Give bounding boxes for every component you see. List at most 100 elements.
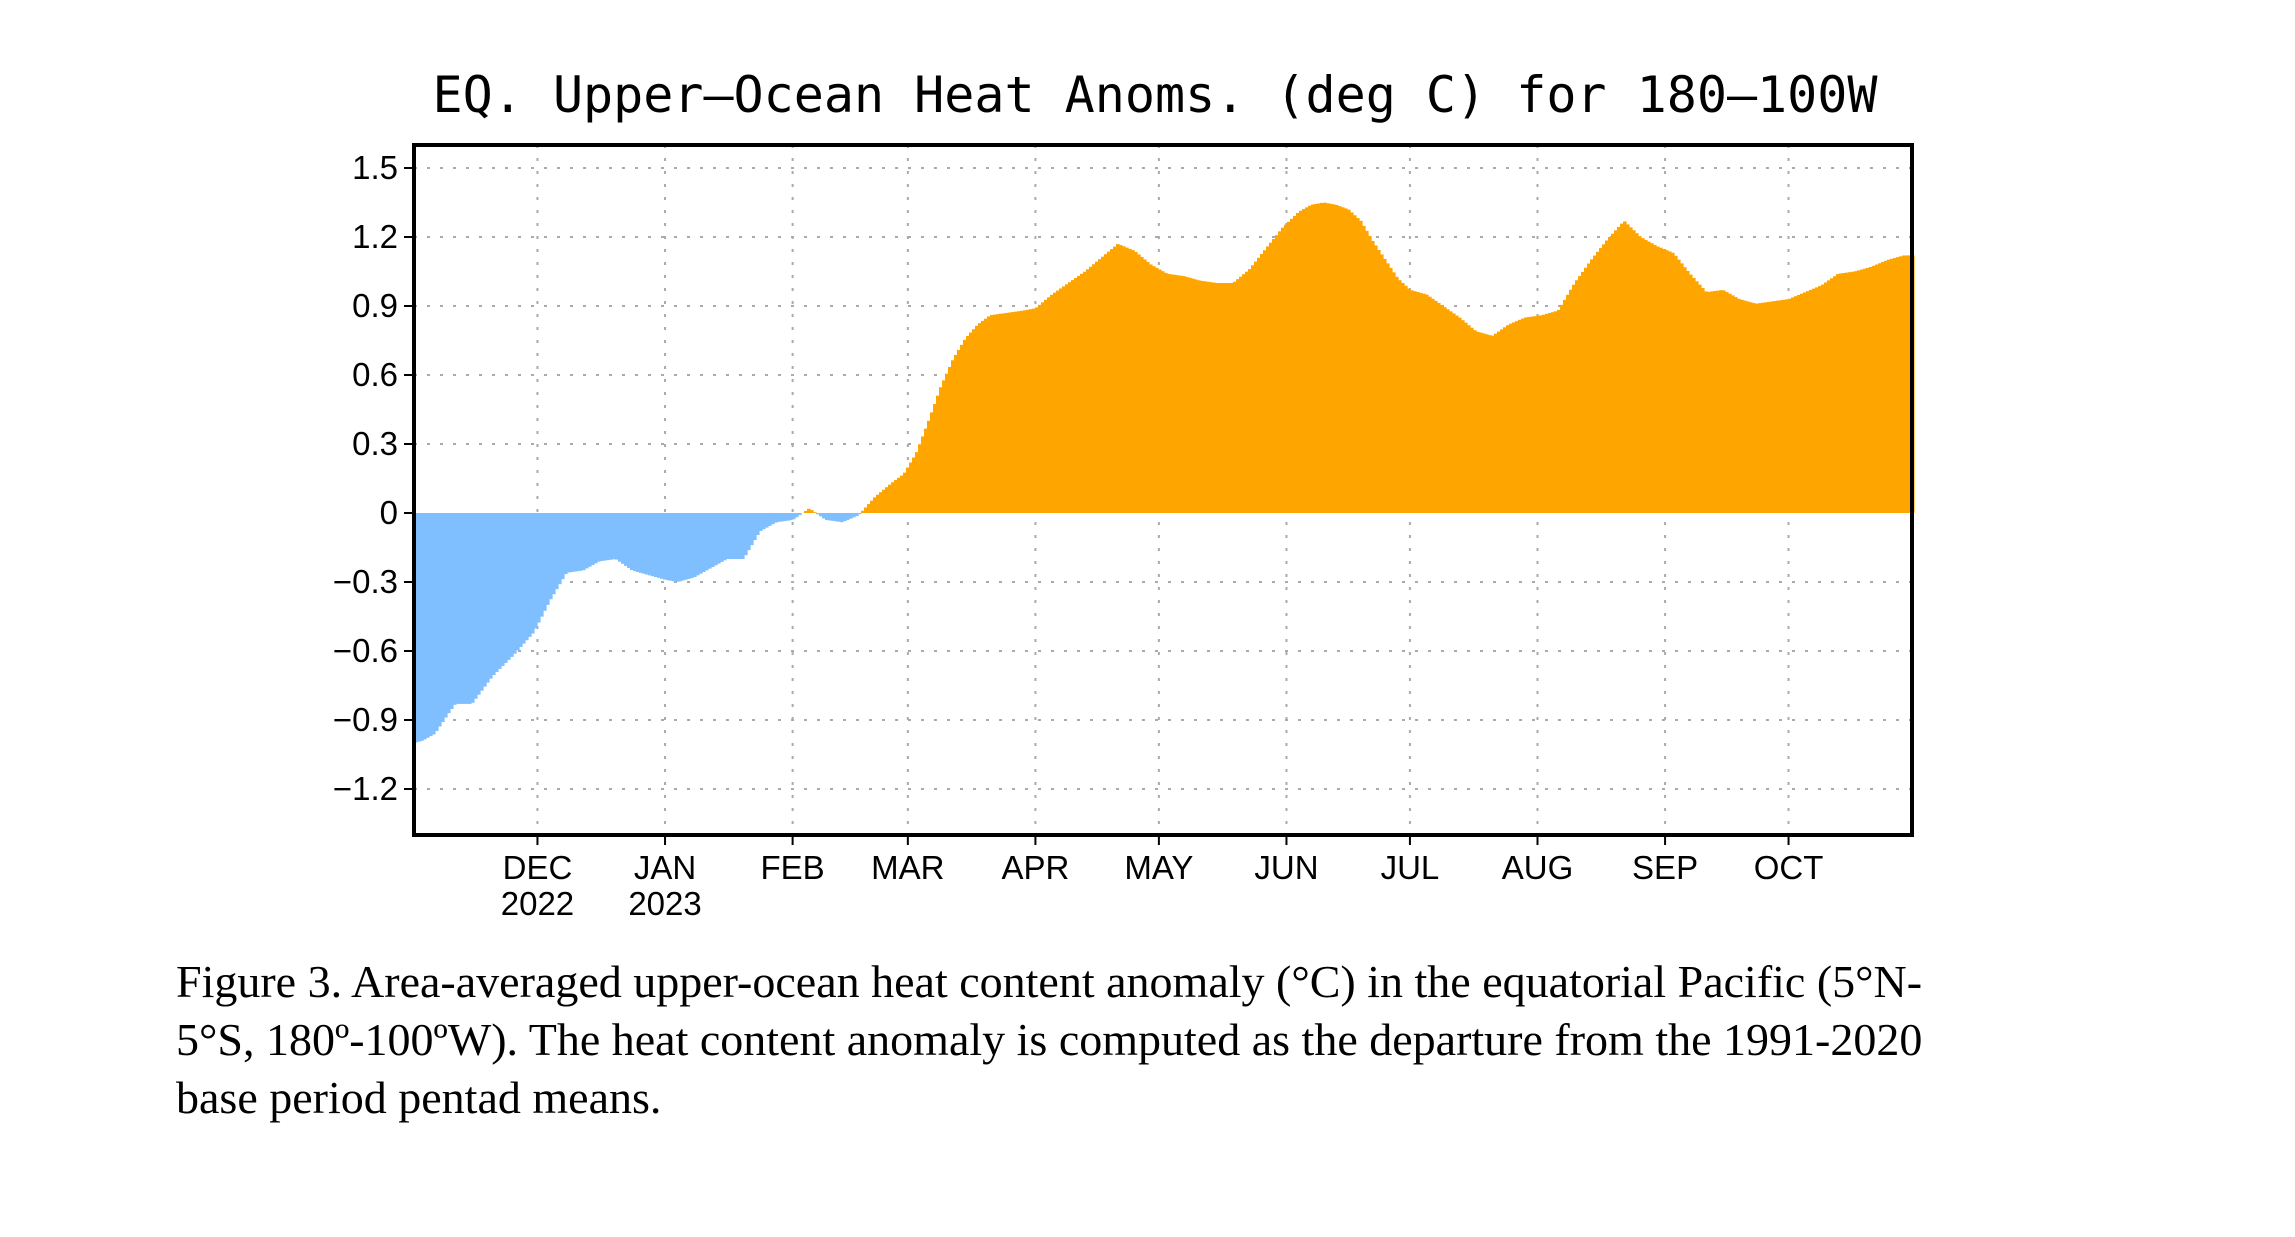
negative-anomaly-bar (723, 513, 727, 561)
positive-anomaly-bar (1857, 270, 1861, 513)
negative-anomaly-bar (738, 513, 742, 559)
positive-anomaly-bar (1650, 243, 1654, 513)
positive-anomaly-bar (885, 487, 889, 513)
positive-anomaly-bar (1053, 292, 1057, 513)
negative-anomaly-bar (720, 513, 724, 562)
positive-anomaly-bar (1197, 280, 1201, 513)
negative-anomaly-bar (576, 513, 580, 572)
positive-anomaly-bar (1581, 271, 1585, 513)
positive-anomaly-bar (1191, 278, 1195, 513)
negative-anomaly-bar (423, 513, 427, 740)
positive-anomaly-bar (1095, 261, 1099, 513)
positive-anomaly-bar (1470, 327, 1474, 513)
positive-anomaly-bar (1395, 276, 1399, 513)
negative-anomaly-bar (645, 513, 649, 575)
positive-anomaly-bar (918, 444, 922, 513)
negative-anomaly-bar (759, 513, 763, 531)
negative-anomaly-bar (435, 513, 439, 731)
positive-anomaly-bar (1326, 203, 1330, 513)
positive-anomaly-bar (1626, 224, 1630, 513)
positive-anomaly-bar (1023, 310, 1027, 513)
negative-anomaly-bar (570, 513, 574, 573)
positive-anomaly-bar (1869, 266, 1873, 513)
x-tick-label: AUG (1502, 849, 1574, 886)
positive-anomaly-bar (1485, 334, 1489, 513)
positive-anomaly-bar (933, 404, 937, 513)
positive-anomaly-bar (1833, 276, 1837, 513)
negative-anomaly-bar (648, 513, 652, 576)
positive-anomaly-bar (1182, 276, 1186, 513)
positive-anomaly-bar (1299, 210, 1303, 513)
negative-anomaly-bar (693, 513, 697, 578)
positive-anomaly-bar (1380, 254, 1384, 513)
negative-anomaly-bar (669, 513, 673, 581)
negative-anomaly-bar (486, 513, 490, 683)
positive-anomaly-bar (924, 428, 928, 513)
negative-anomaly-bar (753, 513, 757, 541)
negative-anomaly-bar (678, 513, 682, 582)
positive-anomaly-bar (1260, 254, 1264, 513)
positive-anomaly-bar (1896, 257, 1900, 513)
positive-anomaly-bar (1014, 311, 1018, 513)
positive-anomaly-bar (1008, 312, 1012, 513)
positive-anomaly-bar (1434, 300, 1438, 513)
negative-anomaly-bar (681, 513, 685, 581)
positive-anomaly-bar (1671, 252, 1675, 513)
positive-anomaly-bar (1416, 292, 1420, 513)
negative-anomaly-bar (579, 513, 583, 571)
heat-anomaly-chart: EQ. Upper–Ocean Heat Anoms. (deg C) for … (333, 66, 1915, 922)
positive-anomaly-bar (1677, 259, 1681, 513)
negative-anomaly-bar (489, 513, 493, 679)
positive-anomaly-bar (1902, 255, 1906, 514)
y-tick-label: −1.2 (333, 770, 398, 807)
negative-anomaly-bar (849, 513, 853, 519)
positive-anomaly-bar (900, 475, 904, 513)
positive-anomaly-bar (1554, 311, 1558, 513)
positive-anomaly-bar (1026, 309, 1030, 513)
positive-anomaly-bar (972, 329, 976, 513)
positive-anomaly-bar (1290, 218, 1294, 513)
caption-line-3: base period pentad means. (176, 1072, 662, 1123)
positive-anomaly-bar (1302, 209, 1306, 513)
positive-anomaly-bar (1263, 250, 1267, 513)
positive-anomaly-bar (810, 510, 814, 513)
positive-anomaly-bar (906, 467, 910, 513)
positive-anomaly-bar (1152, 266, 1156, 513)
positive-anomaly-bar (1506, 325, 1510, 513)
positive-anomaly-bar (1767, 301, 1771, 513)
positive-anomaly-bar (1254, 261, 1258, 513)
positive-anomaly-bar (1056, 290, 1060, 513)
positive-anomaly-bar (876, 494, 880, 513)
positive-anomaly-bar (1140, 256, 1144, 513)
positive-anomaly-bar (1707, 291, 1711, 513)
positive-anomaly-bar (1335, 205, 1339, 513)
positive-anomaly-bar (1605, 240, 1609, 514)
negative-anomaly-bar (660, 513, 664, 579)
positive-anomaly-bar (1065, 284, 1069, 513)
negative-anomaly-bar (618, 513, 622, 562)
negative-anomaly-bar (663, 513, 667, 580)
positive-anomaly-bar (1464, 322, 1468, 513)
positive-anomaly-bar (1392, 272, 1396, 513)
negative-anomaly-bar (729, 513, 733, 559)
positive-anomaly-bar (1044, 299, 1048, 513)
positive-anomaly-bar (1149, 264, 1153, 513)
positive-anomaly-bar (1272, 238, 1276, 513)
positive-anomaly-bar (1905, 255, 1909, 513)
positive-anomaly-bar (1455, 315, 1459, 513)
positive-anomaly-bar (1674, 255, 1678, 513)
positive-anomaly-bar (1668, 251, 1672, 513)
positive-anomaly-bar (1161, 271, 1165, 513)
negative-anomaly-bar (513, 513, 517, 654)
negative-anomaly-bar (744, 513, 748, 556)
positive-anomaly-bar (1731, 295, 1735, 513)
positive-anomaly-bar (1761, 302, 1765, 513)
negative-anomaly-bar (429, 513, 433, 737)
positive-anomaly-bar (984, 318, 988, 513)
positive-anomaly-bar (1413, 291, 1417, 513)
positive-anomaly-bar (1572, 284, 1576, 513)
negative-anomaly-bar (444, 513, 448, 718)
positive-anomaly-bar (1806, 291, 1810, 513)
positive-anomaly-bar (1725, 292, 1729, 513)
positive-anomaly-bar (1452, 313, 1456, 513)
